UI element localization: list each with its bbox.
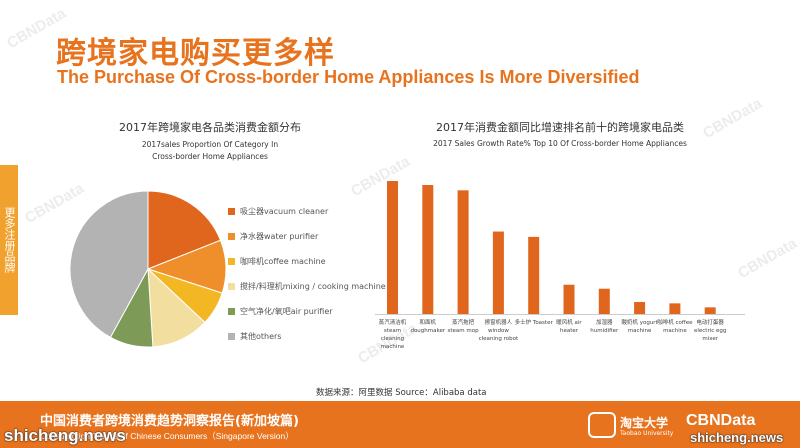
legend-swatch: [228, 283, 235, 290]
x-tick-label: 电动打蛋器 electric egg mixer: [693, 320, 727, 342]
source-note: 数据来源：阿里数据 Source：Alibaba data: [316, 388, 487, 398]
side-tab[interactable]: 更多注册品牌: [0, 165, 18, 315]
x-tick-label: 加湿器 humidifier: [590, 320, 619, 334]
pie-chart-title: 2017年跨境家电各品类消费金额分布: [119, 121, 301, 134]
legend-swatch: [228, 233, 235, 240]
footer-subtitle: Consumption Trends of Chinese Consumers（…: [40, 431, 294, 441]
bar: [422, 184, 434, 314]
taobao-university-logo-icon: [588, 412, 616, 438]
footer-title: 中国消费者跨境消费趋势洞察报告(新加坡篇): [40, 414, 299, 429]
x-tick-label: 和面机 doughmaker: [410, 320, 446, 334]
legend-label: 咖啡机coffee machine: [240, 257, 326, 266]
legend-label: 搅拌/料理机mixing / cooking machine: [240, 282, 386, 291]
bar: [528, 236, 540, 314]
legend-item: 其他others: [228, 332, 281, 342]
x-tick-label: 多士炉 Toaster: [514, 320, 553, 326]
bar: [563, 284, 575, 314]
taobao-university-logo-text: 淘宝大学: [620, 416, 669, 430]
x-tick-label: 咖啡机 coffee machine: [657, 320, 693, 334]
page-title: 跨境家电购买更多样: [56, 36, 335, 71]
x-tick-label: 酸奶机 yogurt machine: [621, 320, 658, 334]
legend-label: 吸尘器vacuum cleaner: [240, 207, 329, 216]
bar-chart: [375, 181, 745, 315]
legend-label: 空气净化/氧吧air purifier: [240, 307, 333, 316]
bar: [457, 190, 469, 314]
bar: [669, 303, 681, 314]
x-tick-label: 蒸汽清洁机 steam cleaning machine: [378, 320, 407, 350]
bar: [387, 181, 398, 314]
pie-chart-subtitle: 2017sales Proportion Of Category In Cros…: [141, 140, 279, 161]
legend-item: 咖啡机coffee machine: [228, 257, 326, 267]
bar-chart-subtitle: 2017 Sales Growth Rate% Top 10 Of Cross-…: [433, 139, 687, 148]
site-watermark: shicheng.news: [4, 426, 126, 445]
pie-slice: [147, 190, 222, 270]
legend-swatch: [228, 208, 235, 215]
legend-item: 空气净化/氧吧air purifier: [228, 307, 333, 317]
legend-swatch: [228, 308, 235, 315]
footer-bar: [0, 401, 800, 448]
x-tick-label: 蒸汽拖把 steam mop: [447, 320, 479, 334]
legend-item: 吸尘器vacuum cleaner: [228, 207, 328, 217]
legend-swatch: [228, 333, 235, 340]
bar: [492, 231, 504, 314]
legend-label: 净水器water purifier: [240, 232, 319, 241]
bar: [704, 307, 716, 314]
site-watermark: shicheng.news: [690, 430, 784, 445]
pie-chart: [69, 190, 227, 348]
cbndata-logo: CBNData: [686, 412, 756, 429]
legend-label: 其他others: [240, 332, 282, 341]
x-tick-label: 暖风机 air heater: [556, 320, 582, 334]
page-subtitle: The Purchase Of Cross-border Home Applia…: [57, 67, 640, 87]
bar-chart-title: 2017年消费金额同比增速排名前十的跨境家电品类: [436, 121, 684, 134]
x-tick-label: 擦窗机器人 window cleaning robot: [478, 320, 519, 342]
legend-item: 净水器water purifier: [228, 232, 318, 242]
bar: [634, 302, 646, 314]
taobao-university-logo-sub: Taobao University: [620, 430, 674, 437]
bar: [598, 288, 610, 314]
legend-item: 搅拌/料理机mixing / cooking machine: [228, 282, 386, 292]
legend-swatch: [228, 258, 235, 265]
pie-slice: [69, 190, 149, 339]
